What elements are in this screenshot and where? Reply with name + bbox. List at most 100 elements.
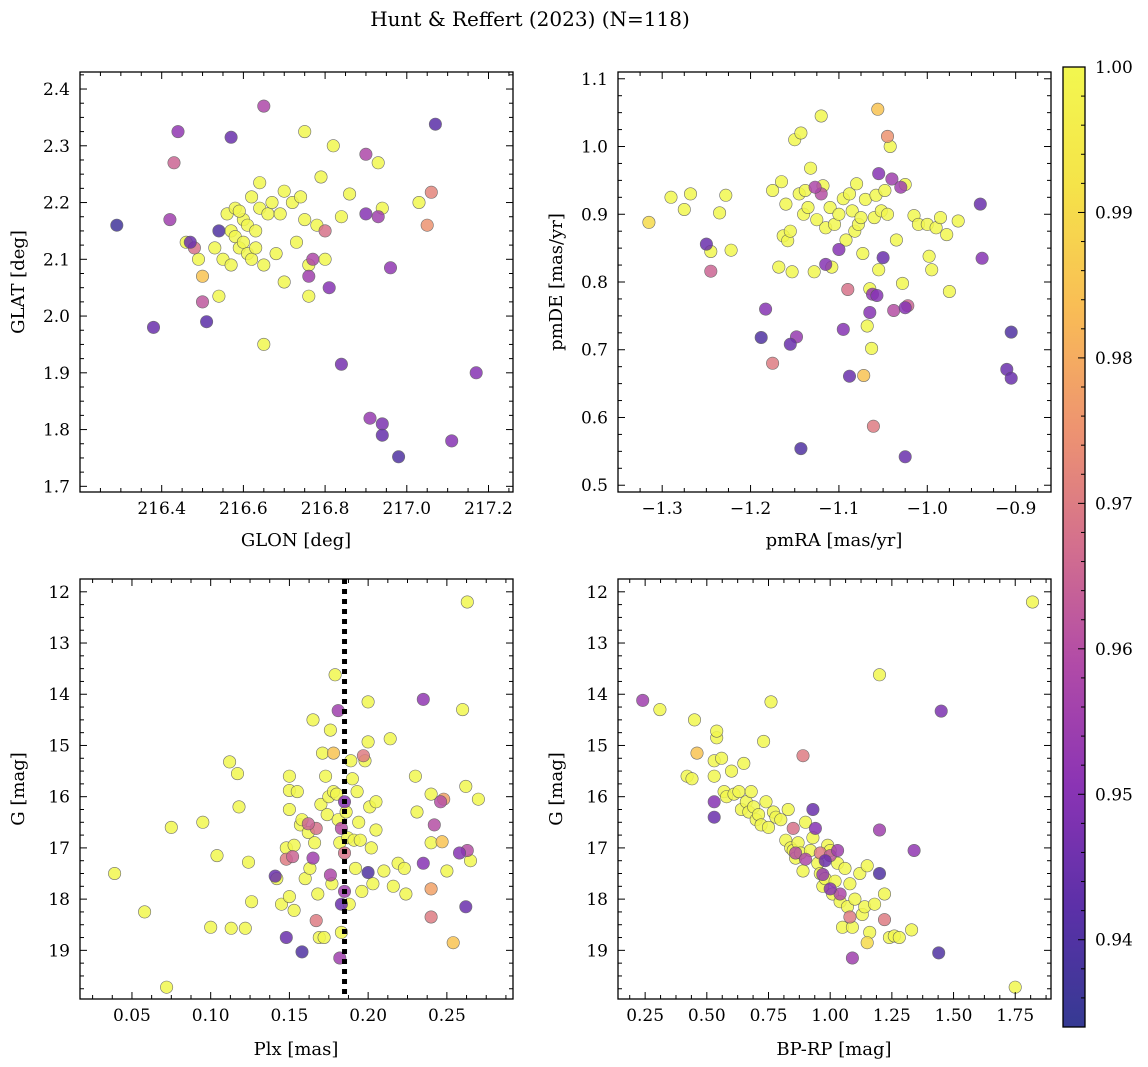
axes-frame [617, 71, 1052, 493]
data-point [138, 905, 152, 919]
panel-plx-gmag: 0.05 0.10 0.15 0.20 0.25 12 13 14 15 16 17 18 19 Plx … [8, 578, 514, 1060]
data-point [196, 269, 210, 283]
data-point [265, 196, 279, 210]
y-axis-label: G [mag] [8, 752, 29, 825]
y-axis-label: GLAT [deg] [8, 230, 29, 334]
data-point [314, 797, 328, 811]
scatter-points [642, 102, 1018, 464]
data-point [308, 836, 322, 850]
data-point [160, 980, 174, 994]
data-point [772, 260, 786, 274]
data-point [224, 921, 238, 935]
y-tick-label: 15 [586, 736, 608, 756]
data-point [870, 288, 884, 302]
y-tick-label: 17 [48, 839, 70, 859]
data-point [905, 923, 919, 937]
data-point [885, 172, 899, 186]
data-point [759, 302, 773, 316]
data-point [318, 252, 332, 266]
colorbar-frame [1062, 66, 1086, 1028]
x-tick-label: −1.0 [907, 499, 948, 519]
data-point [940, 228, 954, 242]
data-point [224, 258, 238, 272]
data-point [836, 322, 850, 336]
data-point [781, 802, 795, 816]
data-point [282, 802, 296, 816]
axes-frame [79, 71, 514, 493]
data-point [713, 206, 727, 220]
data-point [371, 156, 385, 170]
data-point [323, 723, 337, 737]
data-point [366, 877, 380, 891]
x-tick-label: 1.50 [935, 1006, 973, 1026]
y-tick-label: 0.6 [581, 408, 608, 428]
data-point [343, 187, 357, 201]
colorbar-tick-label: 1.00 [1095, 58, 1133, 78]
data-point [469, 366, 483, 380]
y-tick-label: 15 [48, 736, 70, 756]
data-point [860, 859, 874, 873]
data-point [287, 903, 301, 917]
data-point [831, 843, 845, 857]
data-point [1026, 595, 1040, 609]
data-point [764, 695, 778, 709]
data-point [294, 190, 308, 204]
data-point [210, 849, 224, 863]
data-point [424, 836, 438, 850]
data-point [311, 887, 325, 901]
data-point [408, 769, 422, 783]
data-point [801, 201, 815, 215]
data-point [196, 815, 210, 829]
data-point [295, 945, 309, 959]
data-point [314, 170, 328, 184]
data-point [951, 214, 965, 228]
data-point [796, 749, 810, 763]
data-point [818, 854, 832, 868]
y-tick-label: 12 [48, 583, 70, 603]
data-point [683, 187, 697, 201]
data-point [785, 265, 799, 279]
data-point [816, 867, 830, 881]
y-tick-label: 2.0 [43, 307, 70, 327]
x-tick-label: 1.25 [873, 1006, 911, 1026]
data-point [783, 337, 797, 351]
data-point [290, 785, 304, 799]
panel-bprp-gmag: 0.25 0.50 0.75 1.00 1.25 1.50 1.75 12 13 14 15 16 17… [546, 578, 1052, 1060]
x-tick-label: 0.15 [270, 1006, 308, 1026]
data-point [786, 821, 800, 835]
y-tick-label: 13 [48, 634, 70, 654]
data-point [687, 713, 701, 727]
data-point [724, 243, 738, 257]
y-tick-label: 2.1 [43, 250, 70, 270]
data-point [359, 147, 373, 161]
y-tick-label: 2.2 [43, 194, 70, 214]
data-point [330, 787, 344, 801]
data-point [766, 184, 780, 198]
data-point [471, 792, 485, 806]
data-point [832, 207, 846, 221]
data-point [424, 910, 438, 924]
data-point [257, 99, 271, 113]
data-point [383, 732, 397, 746]
data-point [200, 315, 214, 329]
data-point [298, 125, 312, 139]
data-point [975, 251, 989, 265]
data-point [386, 879, 400, 893]
data-point [877, 913, 891, 927]
data-point [922, 249, 936, 263]
data-point [710, 724, 724, 738]
data-point [353, 833, 367, 847]
y-tick-label: 18 [48, 890, 70, 910]
data-point [245, 895, 259, 909]
data-point [361, 865, 375, 879]
data-point [302, 289, 316, 303]
data-point [1008, 980, 1022, 994]
data-point [860, 319, 874, 333]
y-tick-label: 12 [586, 583, 608, 603]
data-point [774, 813, 788, 827]
data-point [898, 301, 912, 315]
data-point [356, 749, 370, 763]
data-point [359, 207, 373, 221]
data-point [794, 126, 808, 140]
data-point [361, 695, 375, 709]
